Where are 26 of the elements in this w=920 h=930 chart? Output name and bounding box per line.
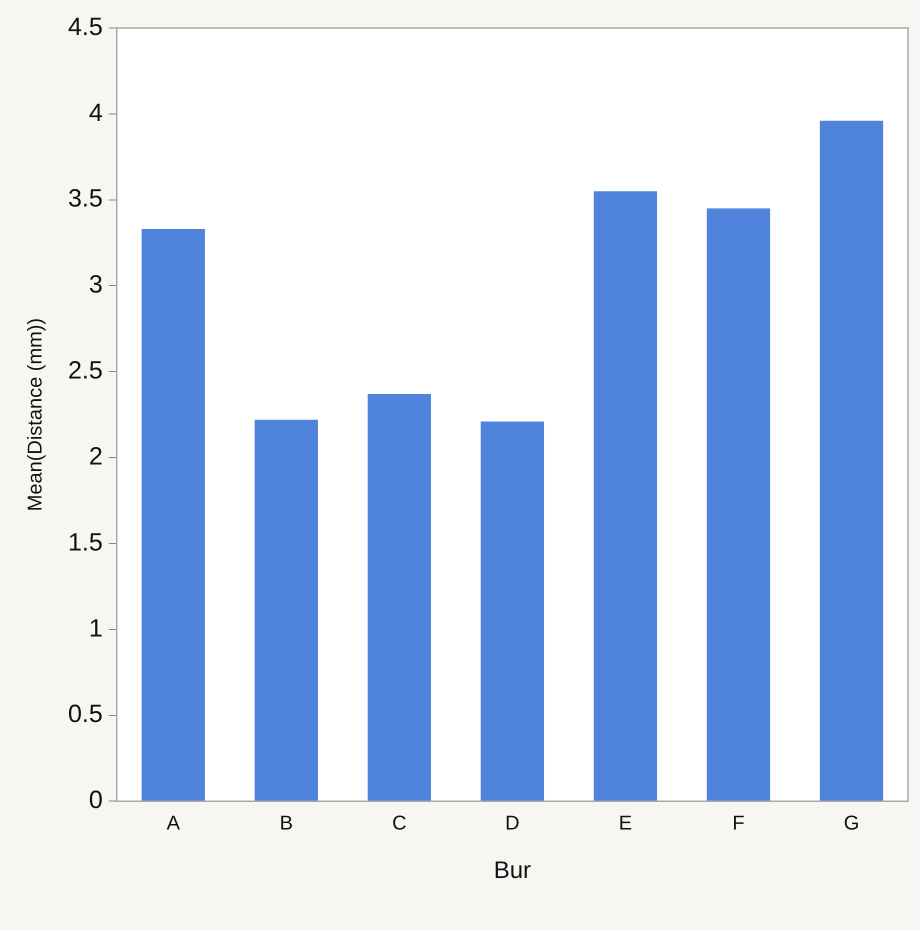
x-tick-label: G: [844, 812, 860, 835]
x-tick-label: C: [392, 812, 407, 835]
y-tick-label: 2: [88, 442, 103, 470]
y-tick-label: 4: [88, 98, 103, 127]
x-tick-label: B: [280, 812, 293, 835]
x-tick-label: A: [166, 812, 181, 835]
y-tick-label: 2.5: [68, 356, 103, 385]
bar: [368, 394, 431, 801]
y-axis-title: Mean(Distance (mm)): [24, 318, 47, 512]
y-tick-label: 3.5: [68, 184, 103, 213]
y-tick-label: 1: [88, 614, 103, 642]
bar: [480, 421, 544, 801]
x-axis-title: Bur: [494, 857, 532, 884]
y-tick-label: 3: [88, 270, 103, 299]
y-tick-label: 1.5: [68, 528, 103, 556]
y-tick-label: 0.5: [68, 700, 103, 728]
bar: [594, 191, 658, 801]
bar: [142, 229, 205, 801]
x-tick-label: D: [505, 812, 520, 835]
y-tick-label: 4.5: [68, 12, 103, 41]
y-tick-label: 0: [88, 786, 103, 814]
x-tick-label: E: [618, 812, 632, 835]
x-tick-label: F: [732, 812, 745, 835]
bar: [706, 208, 770, 801]
bar: [254, 420, 318, 801]
bar: [820, 120, 884, 801]
